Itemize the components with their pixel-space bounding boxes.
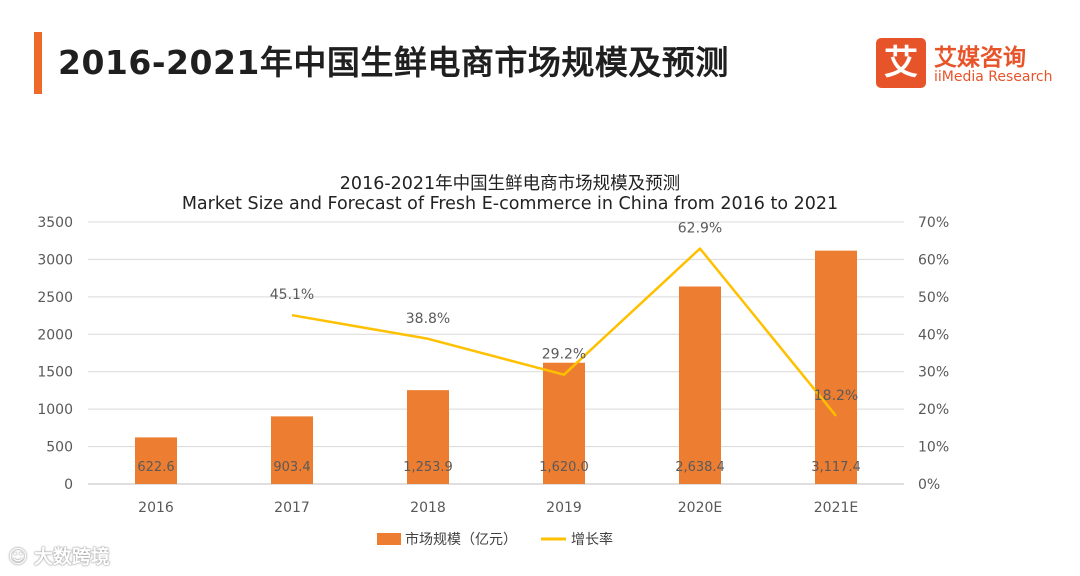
legend-label-bar: 市场规模（亿元）	[405, 531, 517, 548]
y-right-tick-label: 20%	[918, 402, 949, 418]
line-data-label: 18.2%	[814, 388, 858, 404]
x-tick-label: 2018	[410, 500, 446, 516]
chart-title: 2016-2021年中国生鲜电商市场规模及预测	[339, 174, 681, 194]
bar	[543, 362, 585, 484]
y-left-tick-label: 500	[46, 440, 73, 456]
logo-name-cn: 艾媒咨询	[934, 45, 1026, 71]
bar-data-label: 903.4	[273, 460, 310, 475]
y-left-tick-label: 3000	[37, 252, 73, 268]
x-tick-label: 2020E	[678, 500, 722, 516]
bar-data-label: 3,117.4	[811, 460, 861, 475]
y-right-tick-label: 40%	[918, 327, 949, 343]
chart-subtitle: Market Size and Forecast of Fresh E-comm…	[181, 194, 839, 214]
y-left-tick-label: 1500	[37, 365, 73, 381]
line-data-label: 38.8%	[406, 311, 450, 327]
watermark-text: 大数跨境	[33, 546, 110, 568]
bar-data-label: 622.6	[137, 460, 174, 475]
y-right-tick-label: 10%	[918, 440, 949, 456]
y-left-tick-label: 2500	[37, 290, 73, 306]
y-right-tick-label: 0%	[918, 477, 940, 493]
x-tick-label: 2016	[138, 500, 174, 516]
bar	[815, 250, 857, 484]
bar-data-label: 2,638.4	[675, 460, 725, 475]
title-accent-bar	[34, 32, 42, 94]
bar-data-label: 1,620.0	[539, 460, 589, 475]
line-data-label: 62.9%	[678, 221, 722, 237]
iimedia-logo: 艾 艾媒咨询 iiMedia Research	[876, 38, 1056, 90]
bar	[679, 286, 721, 484]
y-right-tick-label: 50%	[918, 290, 949, 306]
growth-line	[291, 247, 837, 417]
watermark: ☺ 大数跨境	[8, 542, 110, 569]
y-left-tick-label: 2000	[37, 327, 73, 343]
logo-mark: 艾	[876, 38, 926, 88]
sina-weibo-icon: ☺	[8, 546, 28, 568]
y-left-tick-label: 1000	[37, 402, 73, 418]
y-left-tick-label: 3500	[37, 215, 73, 231]
y-right-tick-label: 60%	[918, 252, 949, 268]
logo-name-en: iiMedia Research	[934, 69, 1053, 85]
y-left-tick-label: 0	[64, 477, 73, 493]
y-right-tick-label: 70%	[918, 215, 949, 231]
bar	[407, 390, 449, 484]
x-tick-label: 2017	[274, 500, 310, 516]
page-title: 2016-2021年中国生鲜电商市场规模及预测	[58, 43, 729, 82]
bar	[271, 416, 313, 484]
line-data-label: 45.1%	[270, 287, 314, 303]
x-tick-label: 2019	[546, 500, 582, 516]
bar-data-label: 1,253.9	[403, 460, 453, 475]
legend-label-line: 增长率	[571, 531, 613, 548]
y-right-tick-label: 30%	[918, 365, 949, 381]
line-data-label: 29.2%	[542, 347, 586, 363]
bar	[135, 437, 177, 484]
x-tick-label: 2021E	[814, 500, 858, 516]
legend-swatch-bar	[377, 533, 401, 545]
